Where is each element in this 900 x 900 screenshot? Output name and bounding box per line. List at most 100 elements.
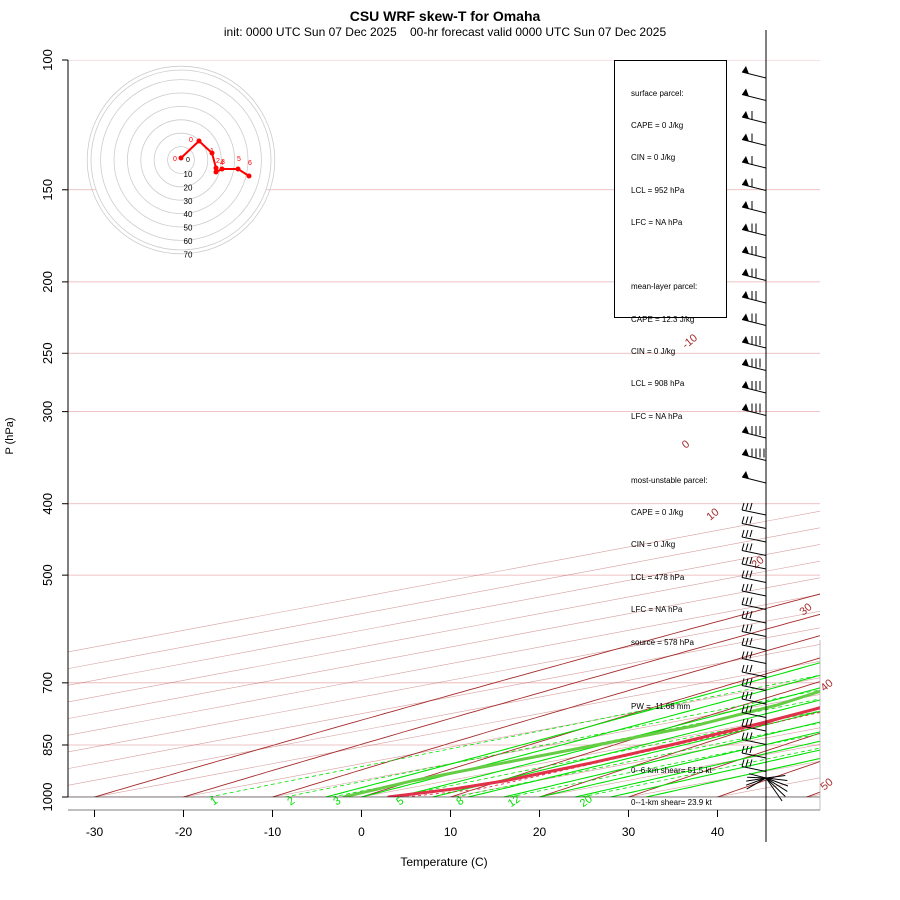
moist-adiabat-line [610, 749, 820, 797]
wind-barb-flag [745, 718, 749, 727]
surface-cin: CIN = 0 J/kg [631, 153, 676, 163]
wind-barb-staff [741, 712, 767, 718]
wind-barb-flag [741, 610, 745, 619]
wind-barb-staff [748, 773, 767, 779]
wind-barb-staff [741, 523, 767, 529]
hodograph-ring [100, 79, 262, 241]
shear-0-1km: 0--1-km shear= 23.9 kt [631, 798, 712, 807]
wind-barb-flag [745, 529, 749, 538]
moist-adiabat-line [574, 740, 820, 797]
wind-barb-pennant [742, 246, 749, 254]
dewpoint-point [500, 762, 503, 765]
mixing-ratio-line [394, 710, 820, 797]
wind-barb-flag [749, 543, 753, 551]
isotherm-line [68, 627, 820, 769]
mixing-ratio-line [455, 722, 820, 797]
wind-barb-staff [741, 725, 767, 732]
dewpoint-point [376, 787, 380, 791]
mixing-ratio-line [509, 733, 820, 797]
wind-barb-staff [747, 776, 767, 779]
most-unstable-lfc: LFC = NA hPa [631, 605, 683, 615]
moist-adiabat-line [361, 674, 820, 797]
surface-cape: CAPE = 0 J/kg [631, 120, 684, 130]
y-tick-label: 400 [40, 493, 55, 515]
hodograph-height-label: 3 [221, 159, 225, 166]
wind-barb-flag [741, 583, 745, 592]
wind-barb-flag [749, 705, 753, 713]
wind-barb-flag [741, 637, 745, 646]
wind-barb-staff [741, 509, 767, 516]
hodograph-height-label: 0 [189, 137, 193, 144]
wind-barb-staff [745, 777, 767, 786]
mixing-ratio-label: 8 [454, 795, 466, 808]
wind-barb-pennant [742, 178, 749, 187]
isotherm-line [68, 577, 820, 719]
wind-barb-flag [741, 705, 745, 713]
moist-adiabat-line [468, 710, 820, 797]
hodograph-point [219, 166, 225, 172]
x-tick-label: -20 [175, 825, 193, 839]
wind-barb-flag [749, 516, 753, 524]
wind-barb-flag [745, 637, 749, 646]
mixing-ratio-label: 1 [208, 795, 220, 808]
surface-lfc: LFC = NA hPa [631, 218, 683, 228]
wind-barb-pennant [742, 291, 749, 299]
moist-adiabat-line [503, 721, 820, 797]
x-tick-label: -30 [86, 825, 104, 839]
shear-0-6km: 0--6-km shear= 51.5 kt [631, 765, 712, 775]
y-tick-label: 700 [40, 672, 55, 694]
precipitable-water: PW = 11.68 mm [631, 701, 691, 711]
wind-barb-pennant [742, 448, 749, 457]
wind-barb-staff [741, 631, 767, 637]
wind-barb-pennant [742, 471, 749, 479]
isotherm-line [68, 644, 820, 786]
wind-barb-pennant [742, 66, 749, 74]
wind-barb-pennant [742, 156, 749, 164]
isotherm-line [68, 544, 820, 686]
y-tick-label: 200 [40, 271, 55, 293]
hodograph-height-label: 5 [237, 156, 241, 163]
wind-barb-flag [741, 678, 745, 686]
wind-barb-flag [749, 759, 753, 767]
temperature-point [453, 787, 456, 791]
isotherm-line [68, 610, 820, 753]
wind-barb-pennant [742, 223, 749, 232]
mean-layer-heading: mean-layer parcel: [631, 282, 698, 292]
wind-barb-staff [741, 617, 767, 624]
wind-barb-flag [749, 570, 753, 578]
mixing-ratio-label: 5 [394, 795, 406, 808]
dewpoint-point [892, 658, 894, 660]
wind-barb-flag [745, 678, 749, 686]
wind-barb-flag [749, 556, 753, 565]
y-tick-label: 850 [40, 734, 55, 756]
moist-adiabat-line [432, 699, 820, 797]
wind-barb-flag [741, 516, 745, 524]
dry-adiabat-line [359, 657, 820, 797]
hodograph-height-label: 2 [216, 158, 220, 165]
wind-barb-flag [749, 624, 753, 632]
hodograph-ring-label: 30 [184, 197, 193, 206]
dewpoint-point [595, 743, 598, 747]
isotherm-label: 50 [819, 776, 836, 793]
wind-barb-flag [749, 664, 753, 673]
hodograph-ring-label: 50 [184, 224, 193, 233]
wind-barb-staff [741, 698, 767, 705]
wind-barb-staff [765, 777, 788, 792]
wind-barb-pennant [742, 358, 749, 367]
isotherm-line [68, 594, 820, 736]
dewpoint-profile [343, 689, 820, 797]
wind-barb-flag [741, 556, 745, 565]
wind-barb-flag [745, 597, 749, 605]
hodograph-ring [167, 146, 195, 174]
most-unstable-cin: CIN = 0 J/kg [631, 540, 676, 550]
wind-barb-staff [741, 563, 767, 570]
hodograph-height-label: 4 [220, 160, 224, 167]
wind-barb-staff [741, 685, 767, 691]
y-tick-label: 150 [40, 179, 55, 201]
wind-barb-flag [741, 597, 745, 605]
dry-adiabat-line [181, 613, 820, 797]
mixing-ratio-label: 3 [331, 795, 343, 808]
x-tick-label: 10 [444, 825, 458, 839]
wind-barb-flag [745, 502, 749, 511]
wind-barb-flag [741, 759, 745, 767]
